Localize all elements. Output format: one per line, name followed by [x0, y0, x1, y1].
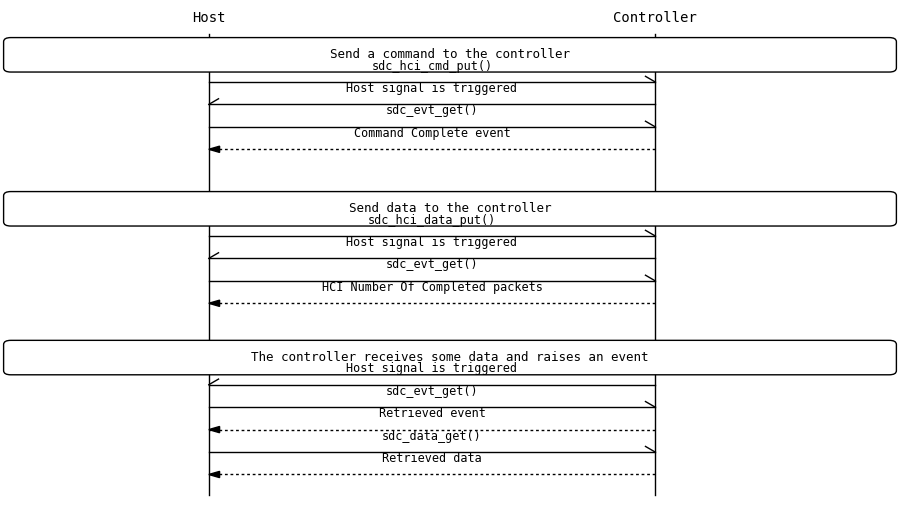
- Text: Send data to the controller: Send data to the controller: [349, 203, 551, 215]
- Text: Host signal is triggered: Host signal is triggered: [346, 82, 518, 95]
- Polygon shape: [209, 426, 220, 433]
- Text: Retrieved data: Retrieved data: [382, 452, 482, 465]
- Text: sdc_evt_get(): sdc_evt_get(): [386, 104, 478, 117]
- Text: sdc_hci_cmd_put(): sdc_hci_cmd_put(): [372, 60, 492, 73]
- FancyBboxPatch shape: [4, 38, 896, 72]
- Text: sdc_evt_get(): sdc_evt_get(): [386, 258, 478, 271]
- Text: Host: Host: [192, 11, 226, 25]
- Text: Command Complete event: Command Complete event: [354, 127, 510, 140]
- Text: sdc_data_get(): sdc_data_get(): [382, 430, 482, 443]
- FancyBboxPatch shape: [4, 192, 896, 226]
- Text: HCI Number Of Completed packets: HCI Number Of Completed packets: [321, 281, 543, 294]
- Text: Controller: Controller: [613, 11, 698, 25]
- Text: sdc_hci_data_put(): sdc_hci_data_put(): [368, 213, 496, 227]
- Polygon shape: [209, 300, 220, 306]
- Text: Retrieved event: Retrieved event: [379, 407, 485, 420]
- Polygon shape: [209, 146, 220, 152]
- Polygon shape: [209, 471, 220, 478]
- Text: Host signal is triggered: Host signal is triggered: [346, 236, 518, 249]
- Text: Send a command to the controller: Send a command to the controller: [330, 49, 570, 61]
- Text: sdc_evt_get(): sdc_evt_get(): [386, 385, 478, 398]
- Text: The controller receives some data and raises an event: The controller receives some data and ra…: [251, 351, 649, 364]
- FancyBboxPatch shape: [4, 340, 896, 375]
- Text: Host signal is triggered: Host signal is triggered: [346, 362, 518, 375]
